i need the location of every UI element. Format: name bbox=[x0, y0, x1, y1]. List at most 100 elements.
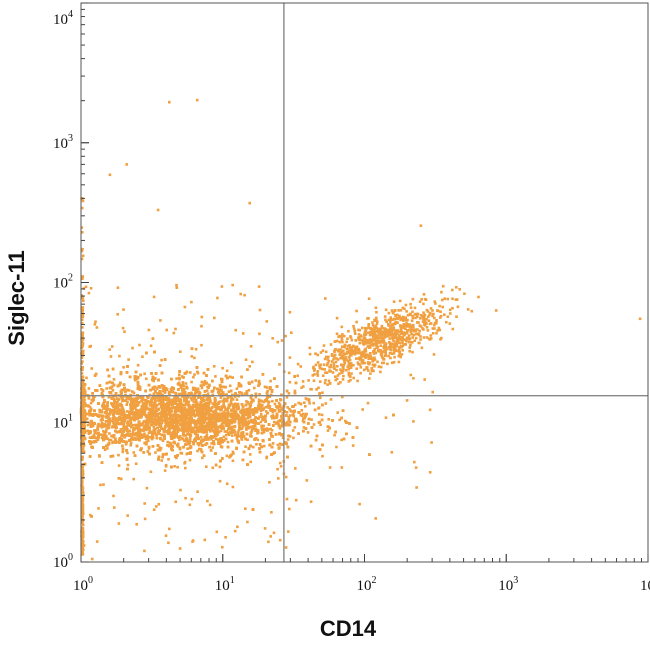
scatter-point bbox=[219, 396, 223, 399]
scatter-point bbox=[178, 438, 181, 442]
scatter-point bbox=[168, 417, 171, 420]
scatter-point bbox=[240, 438, 244, 441]
scatter-point bbox=[199, 447, 203, 451]
scatter-point bbox=[256, 438, 260, 442]
scatter-point bbox=[86, 412, 90, 416]
scatter-point bbox=[93, 429, 96, 432]
scatter-point bbox=[285, 411, 289, 414]
scatter-point bbox=[154, 406, 158, 410]
scatter-point bbox=[226, 415, 230, 418]
scatter-point bbox=[185, 418, 189, 421]
scatter-point bbox=[165, 328, 168, 332]
scatter-point bbox=[273, 402, 277, 406]
scatter-point bbox=[115, 431, 119, 434]
scatter-point bbox=[136, 434, 139, 438]
scatter-point bbox=[319, 396, 322, 400]
scatter-point bbox=[208, 503, 212, 507]
scatter-point bbox=[228, 404, 232, 408]
scatter-point bbox=[90, 367, 93, 370]
scatter-point bbox=[126, 428, 129, 431]
scatter-point bbox=[251, 360, 254, 364]
scatter-point bbox=[254, 420, 258, 423]
scatter-point bbox=[261, 404, 264, 407]
scatter-point bbox=[224, 433, 228, 437]
scatter-point bbox=[89, 401, 93, 405]
scatter-point bbox=[288, 414, 292, 417]
scatter-point bbox=[264, 410, 268, 413]
scatter-point bbox=[222, 435, 226, 439]
scatter-point bbox=[293, 419, 297, 423]
scatter-point bbox=[344, 419, 347, 423]
scatter-point bbox=[151, 386, 155, 389]
scatter-point bbox=[83, 418, 87, 422]
scatter-point bbox=[303, 401, 306, 404]
scatter-point bbox=[300, 409, 304, 412]
scatter-point bbox=[94, 429, 97, 432]
scatter-point bbox=[120, 419, 124, 422]
scatter-point bbox=[121, 450, 125, 454]
scatter-point bbox=[270, 390, 274, 393]
scatter-point bbox=[131, 390, 134, 393]
scatter-point bbox=[100, 410, 103, 414]
scatter-point bbox=[88, 405, 92, 409]
scatter-point bbox=[190, 380, 193, 384]
scatter-point bbox=[257, 403, 261, 406]
scatter-point bbox=[186, 432, 189, 436]
scatter-point bbox=[143, 432, 146, 435]
scatter-point bbox=[128, 412, 131, 415]
scatter-point bbox=[175, 377, 178, 380]
scatter-point bbox=[240, 434, 244, 437]
scatter-point bbox=[170, 407, 174, 410]
scatter-point bbox=[175, 456, 178, 460]
scatter-point bbox=[105, 428, 108, 431]
scatter-point bbox=[169, 415, 172, 419]
scatter-point bbox=[188, 458, 192, 462]
scatter-point bbox=[134, 462, 138, 465]
scatter-point bbox=[224, 407, 228, 411]
scatter-point bbox=[137, 409, 141, 412]
scatter-point bbox=[236, 417, 240, 421]
scatter-point bbox=[326, 383, 329, 386]
scatter-point bbox=[166, 413, 170, 416]
scatter-point bbox=[158, 446, 161, 449]
scatter-point bbox=[86, 423, 90, 427]
scatter-point bbox=[227, 427, 230, 431]
scatter-point bbox=[289, 420, 292, 424]
scatter-point bbox=[245, 413, 248, 416]
scatter-point bbox=[133, 378, 137, 382]
scatter-point bbox=[225, 417, 229, 420]
scatter-point bbox=[117, 453, 120, 457]
scatter-point bbox=[111, 389, 115, 392]
scatter-point bbox=[193, 373, 196, 376]
scatter-point bbox=[201, 416, 204, 420]
scatter-point bbox=[129, 421, 133, 424]
scatter-point bbox=[145, 403, 149, 406]
scatter-point bbox=[207, 386, 210, 389]
scatter-point bbox=[104, 430, 108, 433]
scatter-point bbox=[208, 430, 212, 433]
scatter-point bbox=[199, 419, 203, 423]
scatter-point bbox=[264, 406, 268, 409]
scatter-point bbox=[293, 426, 297, 429]
scatter-point bbox=[126, 410, 129, 413]
scatter-point bbox=[130, 435, 134, 439]
scatter-point bbox=[246, 417, 250, 420]
scatter-point bbox=[200, 422, 204, 425]
scatter-point bbox=[115, 412, 119, 415]
scatter-point bbox=[131, 430, 135, 434]
scatter-point bbox=[157, 392, 160, 395]
scatter-point bbox=[160, 358, 163, 362]
scatter-point bbox=[235, 436, 239, 440]
scatter-point bbox=[108, 439, 111, 442]
scatter-point bbox=[121, 407, 125, 411]
scatter-point bbox=[108, 408, 112, 411]
scatter-point bbox=[85, 376, 88, 380]
scatter-point bbox=[324, 402, 328, 405]
scatter-point bbox=[202, 431, 206, 434]
scatter-point bbox=[128, 389, 131, 392]
scatter-point bbox=[125, 429, 129, 432]
scatter-point bbox=[259, 420, 263, 424]
scatter-point bbox=[214, 375, 217, 378]
scatter-point bbox=[215, 407, 219, 411]
scatter-point bbox=[270, 429, 274, 432]
